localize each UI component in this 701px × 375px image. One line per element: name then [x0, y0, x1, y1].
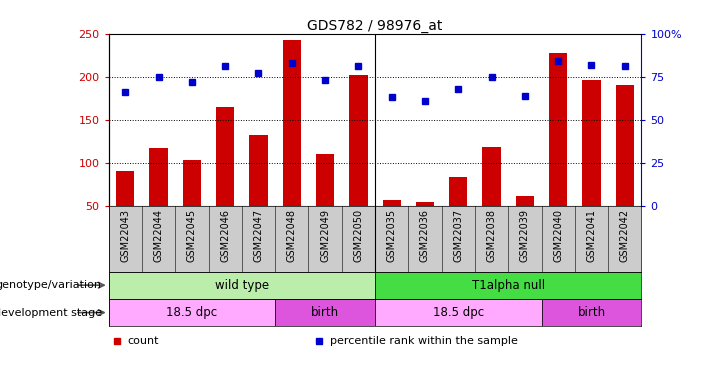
Text: GSM22039: GSM22039	[520, 209, 530, 262]
Bar	[375, 272, 641, 299]
Bar	[183, 160, 201, 206]
Bar	[149, 148, 168, 206]
Text: GSM22037: GSM22037	[454, 209, 463, 262]
Text: GSM22050: GSM22050	[353, 209, 363, 262]
Bar	[449, 177, 468, 206]
Bar	[416, 202, 434, 206]
Text: development stage: development stage	[0, 308, 102, 318]
Text: percentile rank within the sample: percentile rank within the sample	[329, 336, 517, 346]
Text: wild type: wild type	[215, 279, 269, 292]
Bar	[349, 75, 367, 206]
Text: 18.5 dpc: 18.5 dpc	[166, 306, 217, 319]
Text: GSM22036: GSM22036	[420, 209, 430, 262]
Bar	[116, 171, 135, 206]
Bar	[542, 299, 641, 326]
Bar	[316, 154, 334, 206]
Text: GSM22044: GSM22044	[154, 209, 163, 262]
Bar	[109, 299, 275, 326]
Bar	[549, 53, 567, 206]
Text: GSM22040: GSM22040	[553, 209, 563, 262]
Text: GSM22045: GSM22045	[187, 209, 197, 262]
Text: birth: birth	[578, 306, 606, 319]
Bar	[482, 147, 501, 206]
Title: GDS782 / 98976_at: GDS782 / 98976_at	[307, 19, 443, 33]
Bar	[375, 299, 542, 326]
Text: GSM22038: GSM22038	[486, 209, 496, 262]
Bar	[283, 40, 301, 206]
Bar	[275, 299, 375, 326]
Text: 18.5 dpc: 18.5 dpc	[433, 306, 484, 319]
Text: GSM22046: GSM22046	[220, 209, 230, 262]
Bar	[109, 272, 375, 299]
Text: GSM22035: GSM22035	[387, 209, 397, 262]
Text: genotype/variation: genotype/variation	[0, 280, 102, 290]
Text: T1alpha null: T1alpha null	[472, 279, 545, 292]
Bar	[383, 200, 401, 206]
Text: count: count	[128, 336, 159, 346]
Text: birth: birth	[311, 306, 339, 319]
Bar	[615, 86, 634, 206]
Text: GSM22043: GSM22043	[121, 209, 130, 262]
Bar	[583, 80, 601, 206]
Text: GSM22041: GSM22041	[587, 209, 597, 262]
Bar	[250, 135, 268, 206]
Bar	[516, 195, 534, 206]
Text: GSM22042: GSM22042	[620, 209, 629, 262]
Text: GSM22047: GSM22047	[254, 209, 264, 262]
Text: GSM22048: GSM22048	[287, 209, 297, 262]
Bar	[216, 107, 234, 206]
Text: GSM22049: GSM22049	[320, 209, 330, 262]
